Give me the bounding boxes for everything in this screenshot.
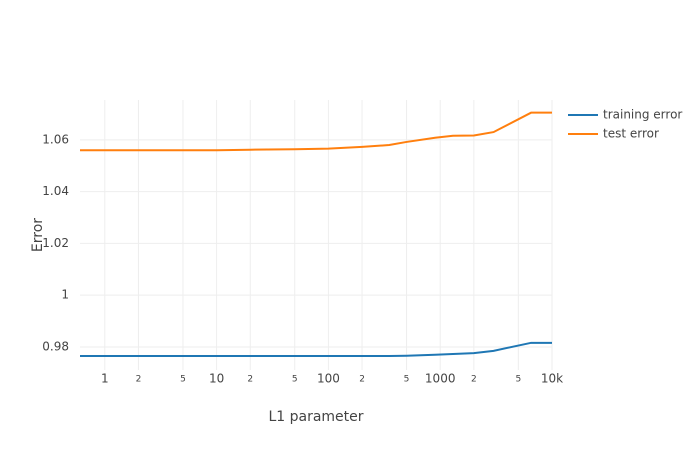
x-tick-label: 10k (541, 372, 563, 386)
y-tick-label: 1 (61, 288, 69, 302)
x-tick-label: 2 (247, 375, 253, 385)
x-tick-label: 1 (101, 372, 109, 386)
x-tick-label: 1000 (425, 372, 456, 386)
y-tick-label: 1.04 (42, 184, 69, 198)
x-tick-label: 5 (180, 375, 186, 385)
legend-label: training error (603, 108, 682, 122)
x-tick-label: 5 (515, 375, 521, 385)
legend-label: test error (603, 127, 659, 141)
y-tick-label: 1.06 (42, 132, 69, 146)
x-tick-label: 5 (292, 375, 298, 385)
line (80, 111, 552, 152)
x-axis-title: L1 parameter (268, 409, 363, 425)
x-tick-label: 100 (317, 372, 340, 386)
y-tick-label: 0.98 (42, 339, 69, 353)
x-tick-label: 10 (209, 372, 224, 386)
y-tick-label: 1.02 (42, 236, 69, 250)
x-tick-label: 2 (136, 375, 142, 385)
x-tick-label: 2 (359, 375, 365, 385)
line (80, 341, 552, 358)
y-axis-title: Error (30, 218, 46, 252)
x-tick-label: 2 (471, 375, 477, 385)
x-tick-label: 5 (404, 375, 410, 385)
